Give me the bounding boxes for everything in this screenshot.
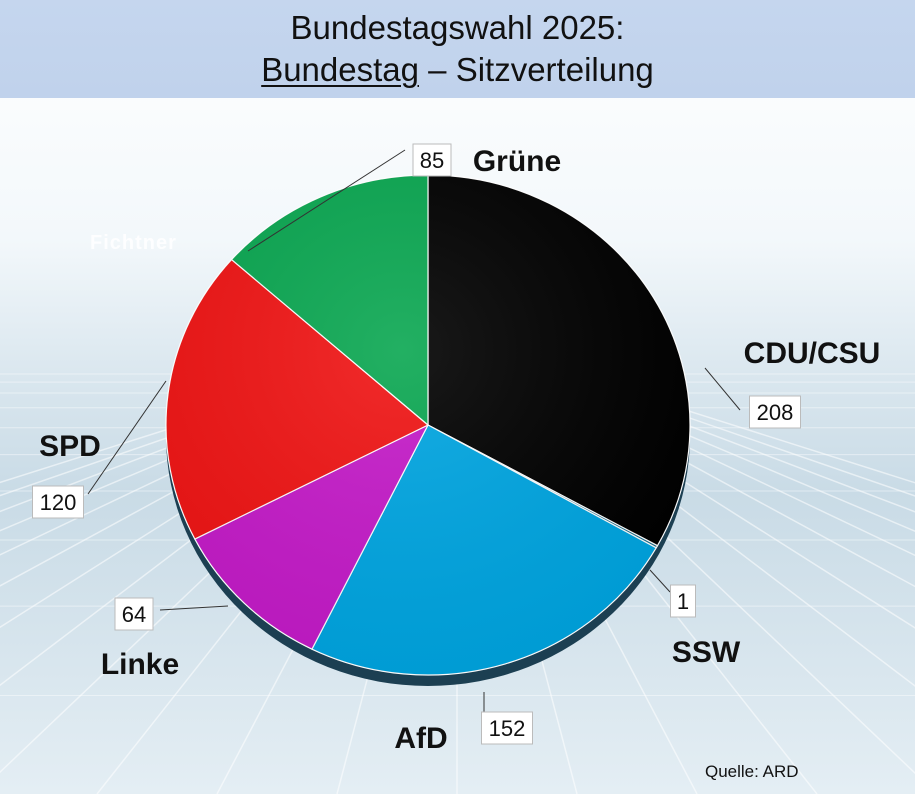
slice-label-cdu-csu: CDU/CSU [744, 337, 881, 370]
chart-title-line1: Bundestagswahl 2025: [290, 9, 625, 46]
value-box-afd: 152 [481, 711, 533, 745]
chart-title-line2: Bundestag – Sitzverteilung [0, 50, 915, 90]
title-banner: Bundestagswahl 2025: Bundestag – Sitzver… [0, 0, 915, 98]
slice-label-spd: SPD [39, 430, 101, 463]
slice-value-gr-ne: 85 [420, 148, 444, 173]
value-box-cdu-csu: 208 [749, 395, 801, 429]
pie-gloss [166, 175, 690, 675]
slice-value-spd: 120 [40, 490, 77, 515]
slice-value-linke: 64 [122, 602, 146, 627]
slice-label-afd: AfD [394, 722, 447, 755]
value-box-gr-ne: 85 [412, 143, 452, 177]
value-box-linke: 64 [114, 597, 154, 631]
chart-title-underlined: Bundestag [261, 51, 419, 88]
source-note: Quelle: ARD [705, 762, 799, 781]
leader-line-linke [159, 605, 229, 611]
slice-value-afd: 152 [489, 716, 526, 741]
slice-label-gr-ne: Grüne [473, 145, 561, 178]
leader-line-ssw [649, 569, 671, 593]
value-box-spd: 120 [32, 485, 84, 519]
slice-value-ssw: 1 [677, 589, 689, 614]
watermark-text: Fichtner [90, 232, 177, 254]
slice-value-cdu-csu: 208 [757, 400, 794, 425]
slice-label-ssw: SSW [672, 636, 741, 669]
leader-line-gr-ne [247, 149, 406, 252]
slice-label-linke: Linke [101, 648, 179, 681]
leader-line-cdu-csu [704, 367, 741, 411]
chart-title-rest: – Sitzverteilung [419, 51, 654, 88]
value-box-ssw: 1 [670, 584, 696, 618]
leader-line-spd [87, 380, 167, 495]
